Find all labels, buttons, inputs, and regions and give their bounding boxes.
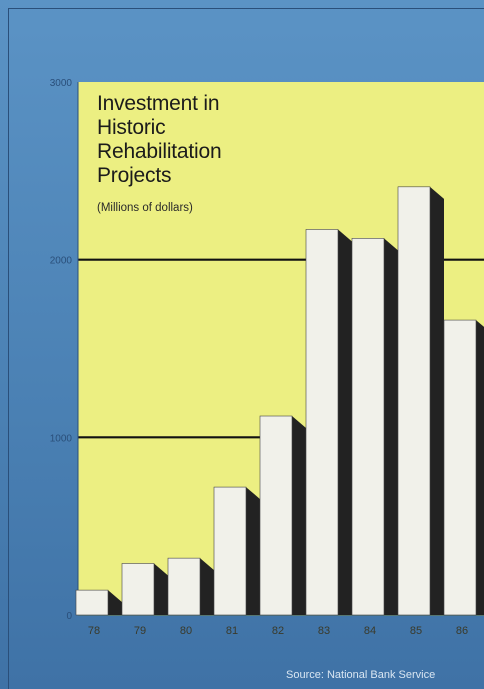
bar bbox=[121, 563, 155, 616]
bar bbox=[305, 229, 339, 616]
bar-86 bbox=[443, 319, 484, 616]
x-tick-label: 78 bbox=[88, 625, 100, 637]
bar-81 bbox=[213, 486, 260, 616]
bar bbox=[75, 589, 109, 616]
bars bbox=[75, 186, 484, 616]
bar-shadow bbox=[338, 229, 352, 616]
bar-shadow bbox=[476, 320, 484, 615]
bar bbox=[167, 557, 201, 616]
chart-title: Investment in Historic Rehabilitation Pr… bbox=[97, 92, 222, 187]
x-tick-label: 85 bbox=[410, 625, 422, 637]
y-tick-label: 2000 bbox=[50, 256, 73, 267]
x-tick-label: 81 bbox=[226, 625, 238, 637]
bar bbox=[443, 319, 477, 616]
bar-shadow bbox=[200, 558, 214, 615]
y-tick-label: 3000 bbox=[50, 78, 73, 89]
bar-shadow bbox=[292, 416, 306, 615]
x-tick-label: 79 bbox=[134, 625, 146, 637]
source-note: Source: National Bank Service bbox=[286, 669, 436, 681]
bar bbox=[259, 415, 293, 616]
bar-80 bbox=[167, 557, 214, 616]
bar bbox=[351, 238, 385, 616]
bar-shadow bbox=[108, 590, 122, 615]
bar-78 bbox=[75, 589, 122, 616]
x-tick-label: 84 bbox=[364, 625, 376, 637]
bar bbox=[397, 186, 431, 616]
y-tick-label: 1000 bbox=[50, 433, 73, 444]
bar bbox=[213, 486, 247, 616]
bar-82 bbox=[259, 415, 306, 616]
bar-shadow bbox=[154, 563, 168, 615]
title-block: Investment in Historic Rehabilitation Pr… bbox=[97, 92, 297, 214]
x-tick-label: 86 bbox=[456, 625, 468, 637]
bar-85 bbox=[397, 186, 444, 616]
bar-83 bbox=[305, 229, 352, 616]
bar-shadow bbox=[384, 238, 398, 615]
chart-subtitle: (Millions of dollars) bbox=[97, 202, 193, 214]
x-tick-label: 83 bbox=[318, 625, 330, 637]
bar-shadow bbox=[246, 487, 260, 615]
x-tick-label: 80 bbox=[180, 625, 192, 637]
bar-84 bbox=[351, 238, 398, 616]
y-tick-label: 0 bbox=[66, 611, 72, 622]
bar-79 bbox=[121, 563, 168, 616]
frame-border bbox=[8, 8, 484, 689]
bar-shadow bbox=[430, 186, 444, 615]
tick-labels: 0 1000 2000 3000 78 79 80 81 82 83 84 85 86 bbox=[50, 78, 468, 637]
x-tick-label: 82 bbox=[272, 625, 284, 637]
